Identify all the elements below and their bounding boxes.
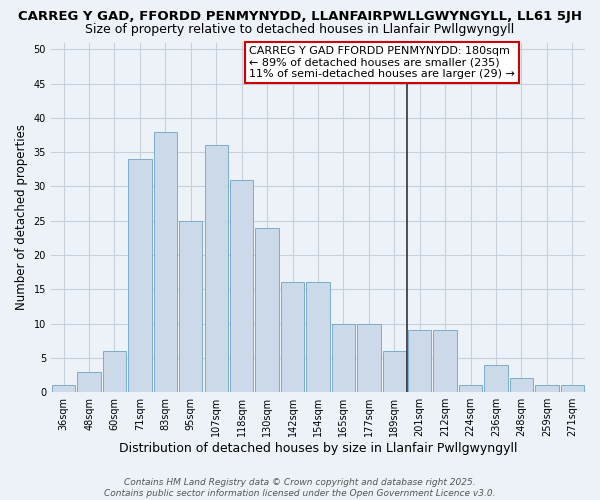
Bar — [281, 282, 304, 392]
Bar — [332, 324, 355, 392]
Bar — [306, 282, 329, 392]
Bar — [52, 386, 76, 392]
Text: Contains HM Land Registry data © Crown copyright and database right 2025.
Contai: Contains HM Land Registry data © Crown c… — [104, 478, 496, 498]
Text: Size of property relative to detached houses in Llanfair Pwllgwyngyll: Size of property relative to detached ho… — [85, 22, 515, 36]
Y-axis label: Number of detached properties: Number of detached properties — [15, 124, 28, 310]
Bar — [179, 221, 202, 392]
Bar — [357, 324, 380, 392]
Bar — [256, 228, 279, 392]
Bar — [383, 351, 406, 392]
Bar — [230, 180, 253, 392]
Bar — [459, 386, 482, 392]
Bar — [128, 159, 152, 392]
Bar — [560, 386, 584, 392]
Bar — [510, 378, 533, 392]
X-axis label: Distribution of detached houses by size in Llanfair Pwllgwyngyll: Distribution of detached houses by size … — [119, 442, 517, 455]
Bar — [535, 386, 559, 392]
Bar — [484, 365, 508, 392]
Bar — [77, 372, 101, 392]
Text: CARREG Y GAD FFORDD PENMYNYDD: 180sqm
← 89% of detached houses are smaller (235): CARREG Y GAD FFORDD PENMYNYDD: 180sqm ← … — [249, 46, 515, 79]
Bar — [154, 132, 177, 392]
Text: CARREG Y GAD, FFORDD PENMYNYDD, LLANFAIRPWLLGWYNGYLL, LL61 5JH: CARREG Y GAD, FFORDD PENMYNYDD, LLANFAIR… — [18, 10, 582, 23]
Bar — [205, 146, 228, 392]
Bar — [408, 330, 431, 392]
Bar — [103, 351, 126, 392]
Bar — [433, 330, 457, 392]
